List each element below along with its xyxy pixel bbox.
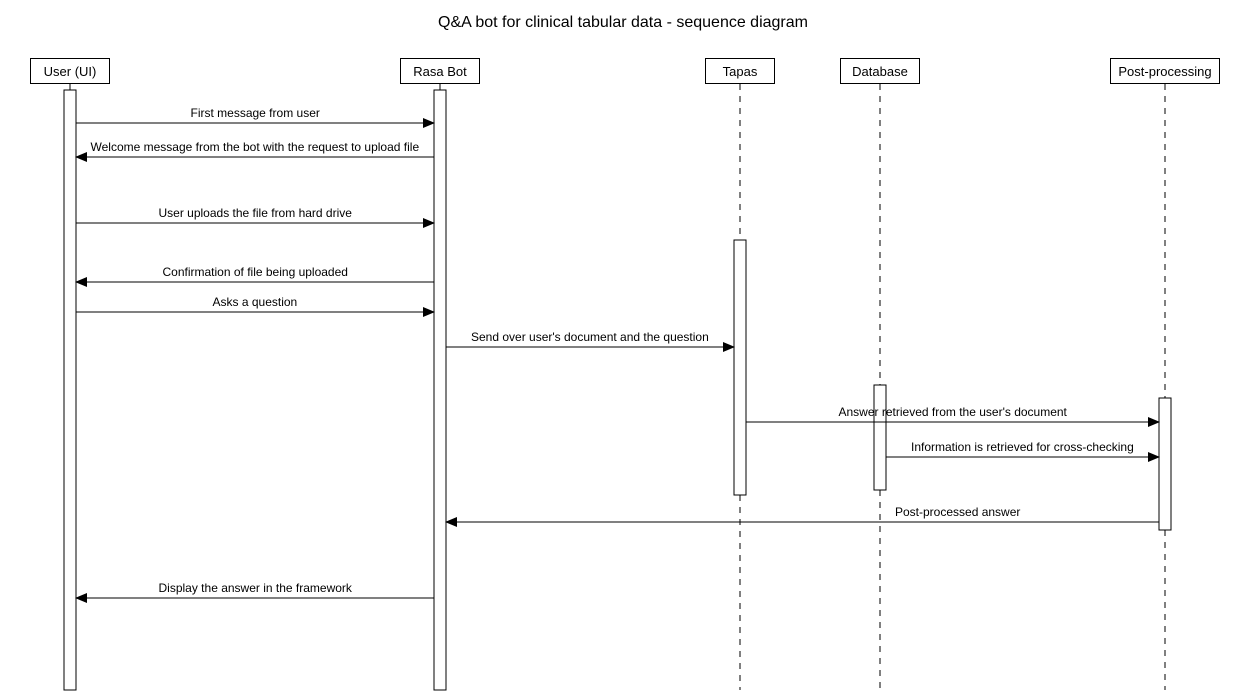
actor-box-tapas: Tapas: [705, 58, 775, 84]
message-label: Display the answer in the framework: [159, 581, 352, 595]
message-label: Information is retrieved for cross-check…: [911, 440, 1134, 454]
actor-label: Post-processing: [1118, 64, 1211, 79]
message-label: User uploads the file from hard drive: [159, 206, 352, 220]
message-label: Post-processed answer: [895, 505, 1020, 519]
message-label: Welcome message from the bot with the re…: [91, 140, 420, 154]
actor-box-user: User (UI): [30, 58, 110, 84]
actor-box-rasa: Rasa Bot: [400, 58, 480, 84]
actor-box-database: Database: [840, 58, 920, 84]
message-label: Send over user's document and the questi…: [471, 330, 709, 344]
actor-label: Database: [852, 64, 908, 79]
actor-label: User (UI): [44, 64, 97, 79]
actor-box-postproc: Post-processing: [1110, 58, 1220, 84]
actor-label: Tapas: [723, 64, 758, 79]
sequence-diagram-canvas: Q&A bot for clinical tabular data - sequ…: [0, 0, 1246, 700]
sequence-diagram-svg: [0, 0, 1246, 700]
message-label: First message from user: [191, 106, 320, 120]
actor-label: Rasa Bot: [413, 64, 466, 79]
message-label: Confirmation of file being uploaded: [163, 265, 348, 279]
message-label: Answer retrieved from the user's documen…: [839, 405, 1067, 419]
message-label: Asks a question: [213, 295, 298, 309]
